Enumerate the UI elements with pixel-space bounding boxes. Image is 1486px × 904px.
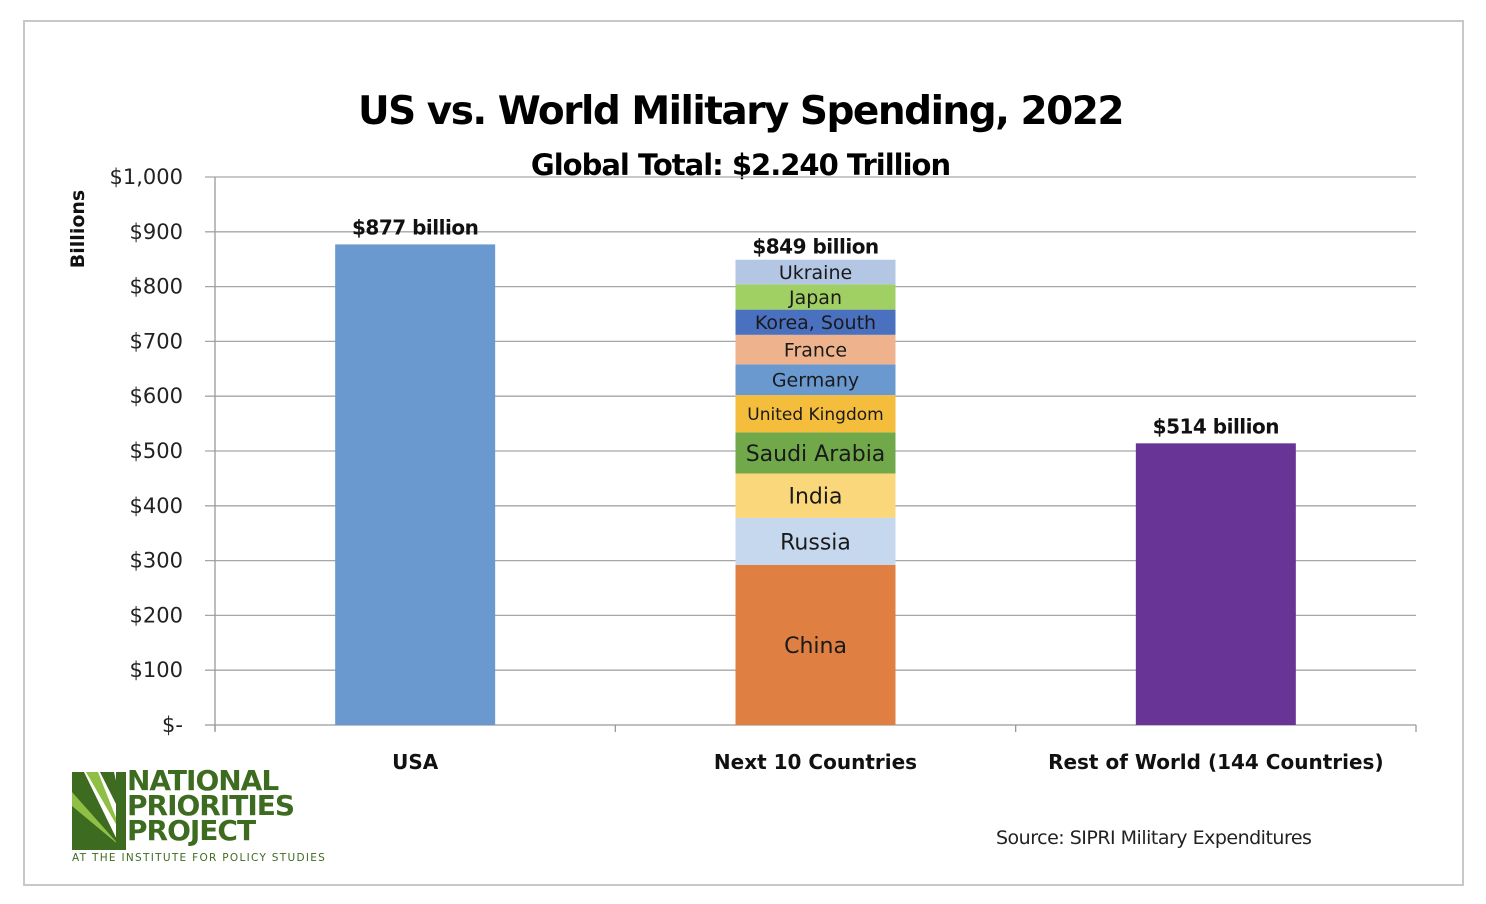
bar-segment-ukraine [735,259,896,285]
y-tick-label: $1,000 [110,165,183,189]
y-tick-label: $500 [130,439,183,463]
bar-segment-russia [735,517,896,565]
y-tick-label: $700 [130,329,183,353]
segment-label: Russia [780,530,851,555]
y-axis-ticks: $- $100 $200 $300 $400 $500 $600 $700 $800 $900 $1… [110,165,183,737]
bar-segment-india [735,473,896,518]
segment-label: Germany [772,370,859,392]
segment-label: Ukraine [779,262,852,284]
y-tick-label: $- [162,713,183,737]
segment-label: France [784,339,847,361]
bar-segment-japan [735,284,896,310]
x-category-label: USA [392,750,439,774]
bar-total-label: $849 billion [752,235,878,259]
chart-title: US vs. World Military Spending, 2022 [357,89,1125,134]
logo-wordmark: NATIONAL PRIORITIES PROJECT [127,764,295,847]
x-category-label: Next 10 Countries [714,750,917,774]
y-tick-label: $400 [130,494,183,518]
segment-label: Saudi Arabia [746,442,886,467]
logo-line-2: PRIORITIES [127,789,295,822]
source-note: Source: SIPRI Military Expenditures [996,827,1312,849]
y-tick-label: $900 [130,220,183,244]
y-tick-label: $100 [130,658,183,682]
bar-segment-korea-south [735,309,896,335]
segment-label: Japan [788,287,842,309]
bar-segment-usa [335,244,496,726]
logo-tagline: AT THE INSTITUTE FOR POLICY STUDIES [72,852,327,864]
bar-segment-united-kingdom [735,395,896,433]
x-category-label: Rest of World (144 Countries) [1048,750,1384,774]
y-tick-label: $800 [130,275,183,299]
bar-segment-saudi-arabia [735,432,896,474]
sunburst-logo-icon [72,772,126,850]
bar-total-label: $514 billion [1153,414,1279,438]
segment-label: India [789,485,843,510]
logo-line-3: PROJECT [127,814,256,847]
bar-segment-germany [735,364,896,396]
bars: $877 billion China Russia India Saudi Arabia… [335,215,1296,726]
segment-label: China [784,634,847,659]
chart-subtitle: Global Total: $2.240 Trillion [530,148,951,182]
segment-label: United Kingdom [747,405,883,425]
y-tick-label: $300 [130,549,183,573]
y-tick-label: $200 [130,603,183,627]
logo-line-1: NATIONAL [127,764,279,797]
y-tick-label: $600 [130,384,183,408]
bar-segment-rest-of-world [1135,443,1296,725]
bar-segment-china [735,564,896,725]
bar-total-label: $877 billion [352,215,478,239]
y-axis-label: Billions [67,190,89,268]
segment-label: Korea, South [755,312,876,334]
bar-segment-france [735,334,896,365]
npp-logo: NATIONAL PRIORITIES PROJECT AT THE INSTI… [72,764,372,870]
x-axis: USA Next 10 Countries Rest of World (144 C… [214,177,1417,774]
